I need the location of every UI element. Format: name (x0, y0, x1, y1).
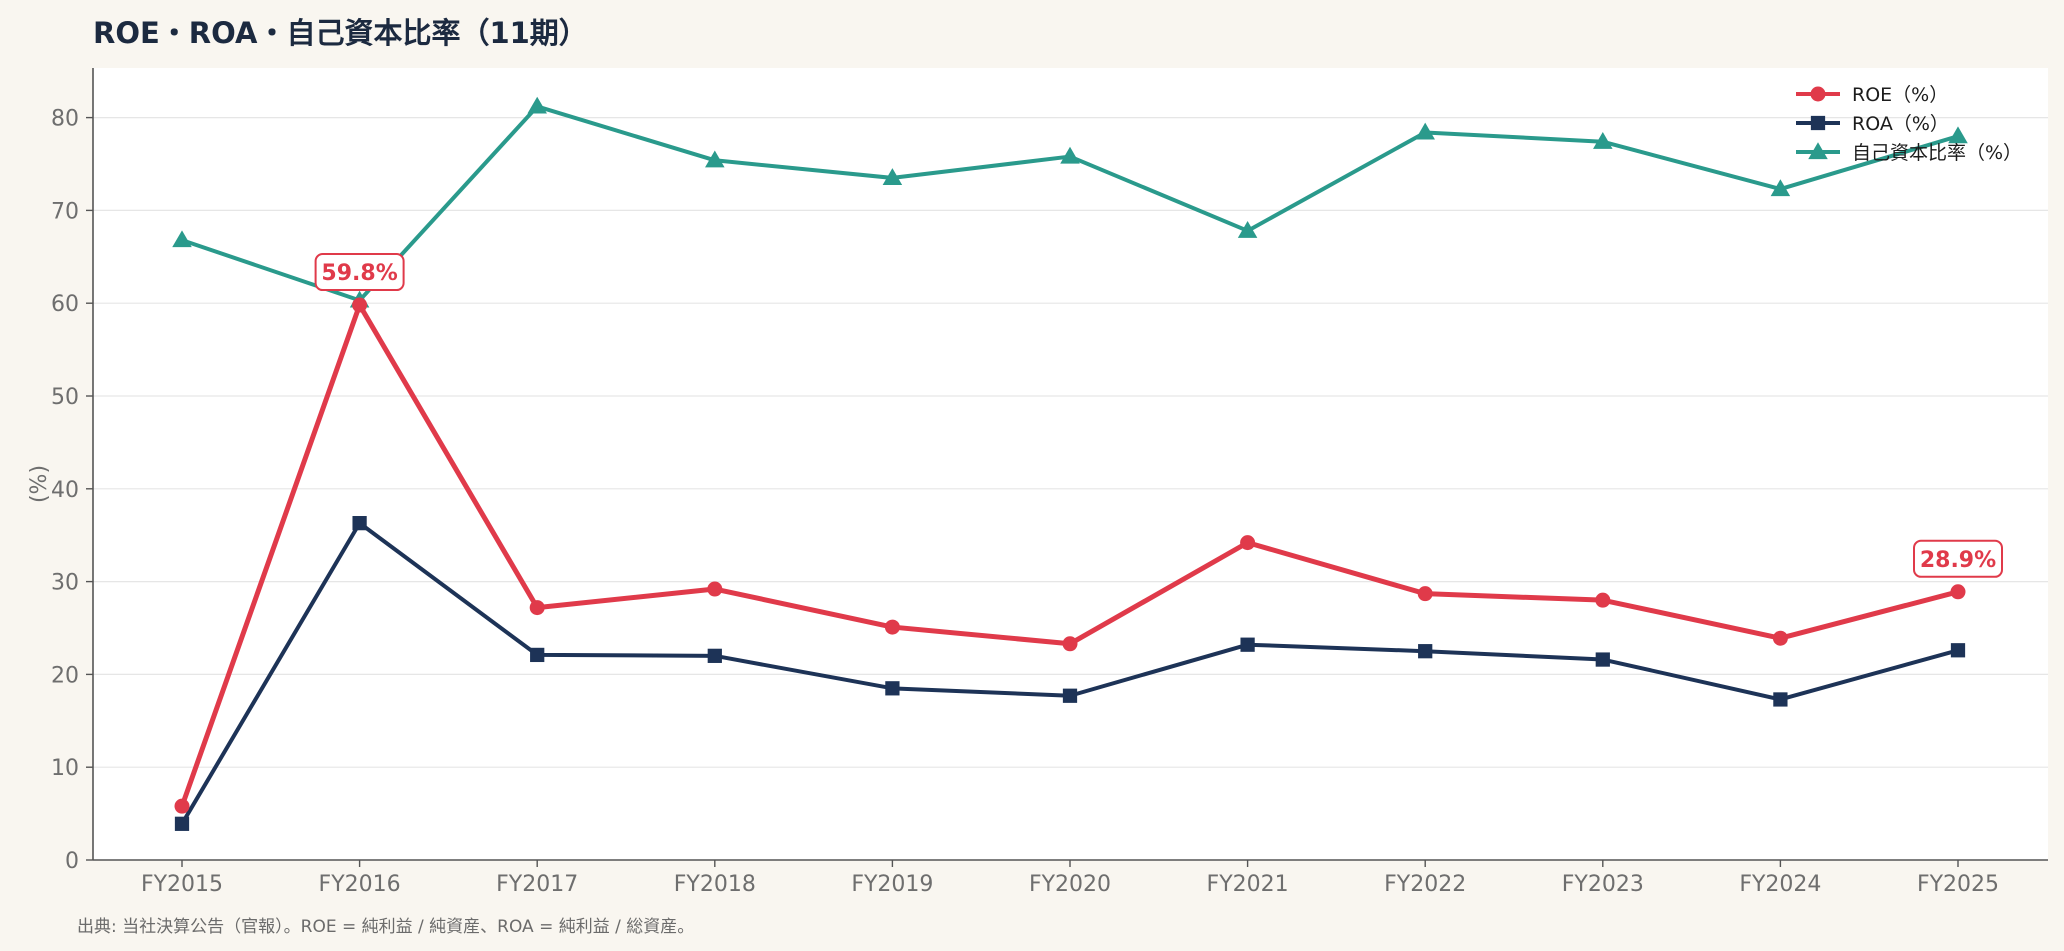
data-point (1240, 535, 1256, 551)
legend-label: ROE（%） (1852, 84, 1948, 106)
plot-area (93, 68, 2048, 860)
x-tick-label: FY2015 (141, 872, 223, 897)
y-tick-label: 80 (51, 107, 79, 132)
x-tick-label: FY2025 (1917, 872, 1999, 897)
data-point (884, 619, 900, 635)
data-point (1595, 652, 1610, 667)
x-tick-label: FY2017 (496, 872, 578, 897)
data-point (1240, 637, 1255, 652)
data-point (529, 600, 545, 616)
data-point (1415, 122, 1435, 140)
data-point (1418, 644, 1433, 659)
x-tick-label: FY2021 (1207, 872, 1289, 897)
data-point (1062, 688, 1078, 703)
y-tick-label: 50 (51, 385, 79, 410)
callout-label: 28.9% (1920, 548, 1996, 573)
data-point (1593, 131, 1613, 149)
y-tick-label: 70 (51, 199, 79, 224)
legend-label: ROA（%） (1852, 113, 1949, 135)
data-point (174, 798, 190, 814)
data-point (530, 647, 545, 663)
y-tick-label: 0 (65, 849, 79, 874)
callout-label: 59.8% (321, 261, 397, 286)
y-tick-label: 60 (51, 292, 79, 317)
y-tick-label: 10 (51, 756, 79, 781)
data-point (1595, 592, 1611, 608)
data-point (1060, 146, 1080, 164)
legend-marker (1808, 142, 1828, 160)
x-tick-label: FY2016 (319, 872, 401, 897)
data-point (1773, 692, 1788, 707)
data-point (707, 581, 723, 597)
data-point (705, 150, 725, 168)
x-tick-label: FY2019 (851, 872, 933, 897)
data-point (1237, 221, 1258, 238)
data-point (1417, 586, 1433, 602)
x-tick-label: FY2022 (1384, 872, 1466, 897)
data-point (527, 96, 547, 114)
y-tick-label: 20 (51, 663, 79, 688)
data-point (1950, 584, 1966, 600)
x-tick-label: FY2018 (674, 872, 756, 897)
data-point (1948, 126, 1968, 144)
data-point (174, 816, 190, 831)
callout-box (314, 253, 405, 292)
data-point (1770, 179, 1791, 197)
data-point (885, 681, 900, 696)
data-point (172, 230, 192, 248)
x-tick-label: FY2024 (1739, 872, 1821, 897)
legend-label: 自己資本比率（%） (1852, 142, 2022, 164)
chart-title: ROE・ROA・自己資本比率（11期） (93, 16, 588, 50)
x-tick-label: FY2023 (1562, 872, 1644, 897)
y-axis-label: (%) (27, 465, 52, 503)
data-point (352, 297, 368, 313)
legend-marker (1810, 86, 1826, 102)
y-tick-label: 40 (51, 478, 79, 503)
source-note: 出典: 当社決算公告（官報）。ROE = 純利益 / 純資産、ROA = 純利益… (77, 917, 695, 937)
data-point (1950, 643, 1966, 658)
data-point (882, 168, 903, 186)
legend-marker (1810, 115, 1826, 131)
data-point (1062, 636, 1078, 652)
data-point (707, 648, 722, 663)
data-point (1772, 630, 1788, 646)
data-point (352, 516, 367, 531)
callout-box (1913, 539, 2003, 578)
x-tick-label: FY2020 (1029, 872, 1111, 897)
y-tick-label: 30 (51, 571, 79, 596)
